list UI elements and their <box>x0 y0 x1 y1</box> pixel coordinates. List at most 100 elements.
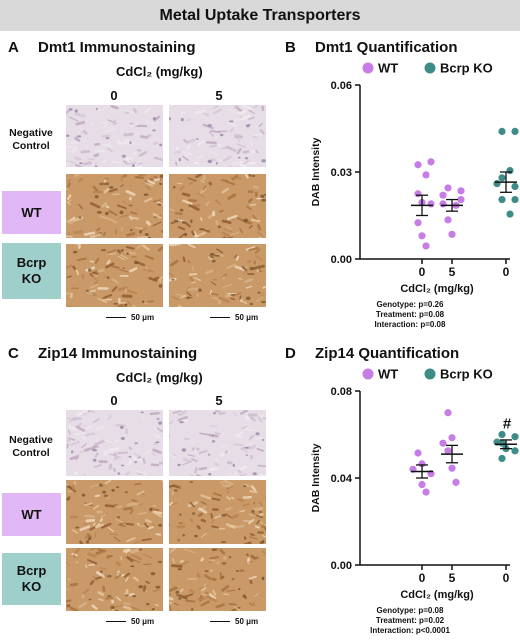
tissue-fiber <box>233 117 242 122</box>
tissue-fiber <box>228 473 234 476</box>
tissue-fiber <box>257 415 263 423</box>
tissue-fiber <box>242 150 250 154</box>
tissue-fiber <box>91 604 98 610</box>
panel-a-row-label-negative-control: Negative Control <box>9 127 53 152</box>
tissue-fiber <box>89 202 101 209</box>
tissue-nucleus <box>128 455 132 458</box>
tissue-fiber <box>122 548 131 553</box>
tissue-fiber <box>127 301 132 306</box>
tissue-fiber <box>80 130 87 134</box>
tissue-fiber <box>179 560 189 567</box>
tissue-fiber <box>141 538 152 542</box>
tissue-fiber <box>188 204 200 211</box>
tissue-fiber <box>249 141 253 146</box>
tissue-fiber <box>191 230 195 236</box>
tissue-nucleus <box>181 220 187 224</box>
chart-b-y-tick-label-2: 0.06 <box>331 80 352 92</box>
tissue-fiber <box>154 604 159 607</box>
tissue-fiber <box>125 190 136 196</box>
tissue-fiber <box>153 276 160 281</box>
tissue-fiber <box>124 288 128 293</box>
panel-c-dose-col-5: 5 <box>215 393 223 408</box>
tissue-fiber <box>78 177 84 183</box>
tissue-fiber <box>175 161 178 166</box>
tissue-fiber <box>221 236 226 238</box>
tissue-nucleus <box>156 417 160 420</box>
tissue-fiber <box>197 192 205 198</box>
tissue-fiber <box>254 436 261 440</box>
tissue-fiber <box>87 157 95 161</box>
tissue-fiber <box>246 429 257 432</box>
tissue-fiber <box>84 502 93 506</box>
tissue-nucleus <box>158 524 163 527</box>
tissue-fiber <box>221 219 232 225</box>
tissue-fiber <box>233 434 244 438</box>
tissue-fiber <box>174 602 179 606</box>
tissue-nucleus <box>134 442 138 445</box>
tissue-fiber <box>117 286 128 292</box>
tissue-nucleus <box>173 185 176 189</box>
chart-b-point <box>506 166 514 175</box>
tissue-fiber <box>125 245 135 250</box>
tissue-fiber <box>212 492 222 497</box>
tissue-nucleus <box>174 219 179 222</box>
tissue-fiber <box>74 136 81 142</box>
tissue-fiber <box>187 549 196 554</box>
tissue-nucleus <box>143 193 149 196</box>
tissue-fiber <box>189 277 194 282</box>
tissue-fiber <box>226 214 238 221</box>
tissue-fiber <box>136 490 145 496</box>
tissue-fiber <box>73 156 82 161</box>
tissue-fiber <box>220 273 228 279</box>
tissue-fiber <box>191 266 195 272</box>
tissue-nucleus <box>171 278 175 281</box>
tissue-fiber <box>255 296 263 303</box>
tissue-fiber <box>201 587 207 592</box>
tissue-fiber <box>105 597 114 600</box>
tissue-nucleus <box>238 587 241 591</box>
tissue-nucleus <box>208 453 211 456</box>
tissue-fiber <box>90 484 99 488</box>
tissue-fiber <box>186 118 191 122</box>
tissue-fiber <box>122 605 132 611</box>
tissue-fiber <box>108 524 110 527</box>
tissue-fiber <box>250 218 261 223</box>
tissue-fiber <box>169 484 175 488</box>
tissue-fiber <box>66 219 73 225</box>
tissue-nucleus <box>81 493 86 497</box>
tissue-fiber <box>97 268 105 273</box>
tissue-nucleus <box>150 572 156 576</box>
tissue-nucleus <box>198 288 202 292</box>
tissue-fiber <box>95 571 106 578</box>
tissue-fiber <box>171 454 177 459</box>
tissue-fiber <box>82 588 89 595</box>
tissue-nucleus <box>207 124 212 127</box>
tissue-fiber <box>74 174 81 178</box>
tissue-nucleus <box>257 291 261 294</box>
tissue-fiber <box>67 201 71 206</box>
tissue-fiber <box>177 305 183 307</box>
tissue-fiber <box>130 553 142 560</box>
tissue-nucleus <box>207 159 213 164</box>
tissue-fiber <box>93 444 99 448</box>
tissue-fiber <box>97 548 104 552</box>
tissue-fiber <box>137 174 148 179</box>
tissue-fiber <box>248 513 257 517</box>
image-zip14-wt-5 <box>169 480 266 544</box>
tissue-fiber <box>113 468 116 472</box>
tissue-fiber <box>143 563 152 566</box>
tissue-nucleus <box>219 133 224 137</box>
chart-b-point <box>439 191 447 199</box>
tissue-fiber <box>219 548 226 555</box>
tissue-texture <box>169 480 266 544</box>
chart-d-point <box>498 430 506 439</box>
tissue-fiber <box>230 297 236 301</box>
tissue-fiber <box>150 507 160 512</box>
image-dmt1-wt-5 <box>169 174 266 238</box>
tissue-fiber <box>245 246 256 251</box>
tissue-fiber <box>123 602 131 606</box>
chart-d-y-tick-label-1: 0.04 <box>331 473 353 485</box>
tissue-fiber <box>178 410 187 417</box>
tissue-fiber <box>158 461 163 465</box>
tissue-fiber <box>186 138 196 144</box>
